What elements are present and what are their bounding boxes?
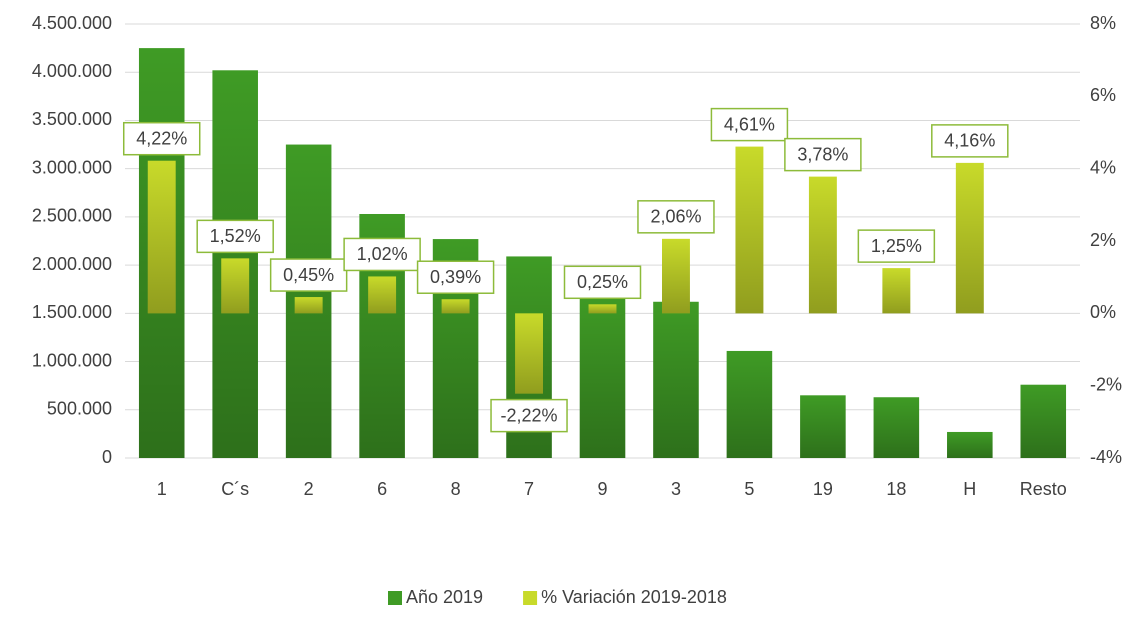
legend-swatch bbox=[388, 591, 402, 605]
y2-tick-label: -2% bbox=[1090, 374, 1122, 394]
bar-shade bbox=[441, 299, 470, 314]
x-tick-label: 7 bbox=[524, 479, 534, 499]
data-label-box bbox=[416, 260, 495, 294]
y-tick-label: 2.500.000 bbox=[32, 206, 112, 226]
y-tick-label: 3.000.000 bbox=[32, 157, 112, 177]
x-tick-label: 6 bbox=[377, 479, 387, 499]
legend-label: % Variación 2019-2018 bbox=[541, 587, 727, 607]
bar-shade bbox=[368, 276, 397, 314]
data-label-box bbox=[490, 398, 568, 433]
y2-tick-label: 4% bbox=[1090, 157, 1116, 177]
x-tick-label: 19 bbox=[813, 479, 833, 499]
bar-shade bbox=[662, 238, 690, 314]
data-label: 4,61% bbox=[724, 114, 775, 134]
data-label-box bbox=[269, 258, 348, 292]
y-tick-label: 1.500.000 bbox=[32, 302, 112, 322]
y-tick-label: 500.000 bbox=[47, 399, 112, 419]
y2-tick-label: 2% bbox=[1090, 230, 1116, 250]
data-label: 4,22% bbox=[136, 128, 187, 148]
bar-shade bbox=[579, 294, 626, 458]
bar-shade bbox=[221, 258, 250, 314]
x-tick-label: H bbox=[963, 479, 976, 499]
bar-shade bbox=[147, 160, 176, 314]
bar-shade bbox=[947, 431, 993, 458]
data-label: 0,45% bbox=[283, 265, 334, 285]
y2-tick-label: 6% bbox=[1090, 85, 1116, 105]
x-tick-label: 2 bbox=[304, 479, 314, 499]
y-tick-label: 4.500.000 bbox=[32, 13, 112, 33]
data-label: 1,25% bbox=[871, 236, 922, 256]
x-tick-label: 3 bbox=[671, 479, 681, 499]
legend-swatch bbox=[523, 591, 538, 605]
data-label: 1,02% bbox=[357, 244, 408, 264]
bar-shade bbox=[515, 313, 543, 394]
data-label-box bbox=[784, 137, 862, 172]
x-tick-label: 18 bbox=[886, 479, 906, 499]
legend-label: Año 2019 bbox=[406, 587, 483, 607]
x-tick-label: 5 bbox=[744, 479, 754, 499]
x-tick-label: C´s bbox=[221, 479, 249, 499]
y-tick-label: 1.000.000 bbox=[32, 350, 112, 370]
bar-shade bbox=[588, 304, 617, 314]
x-tick-label: Resto bbox=[1020, 479, 1067, 499]
bar-shade bbox=[735, 146, 764, 314]
bar-shade bbox=[873, 397, 920, 458]
bar-shade bbox=[726, 350, 773, 458]
x-tick-label: 9 bbox=[597, 479, 607, 499]
data-label-box bbox=[563, 265, 642, 300]
y2-tick-label: -4% bbox=[1090, 447, 1122, 467]
data-label: 0,39% bbox=[430, 267, 481, 287]
x-tick-label: 1 bbox=[157, 479, 167, 499]
y-tick-label: 2.000.000 bbox=[32, 254, 112, 274]
y-tick-label: 3.500.000 bbox=[32, 109, 112, 129]
bar-shade bbox=[808, 176, 837, 314]
bar-shade bbox=[1020, 384, 1067, 458]
data-label-box bbox=[931, 124, 1009, 158]
y2-tick-label: 8% bbox=[1090, 13, 1116, 33]
bar-shade bbox=[800, 395, 846, 458]
data-label-box bbox=[710, 107, 789, 142]
data-label: 3,78% bbox=[797, 144, 848, 164]
data-label: 0,25% bbox=[577, 272, 628, 292]
data-label: 2,06% bbox=[650, 207, 701, 227]
y-tick-label: 0 bbox=[102, 447, 112, 467]
data-label-box bbox=[122, 121, 201, 156]
y-tick-label: 4.000.000 bbox=[32, 61, 112, 81]
data-label: 1,52% bbox=[210, 226, 261, 246]
bar-shade bbox=[955, 162, 984, 314]
bar-shade bbox=[882, 268, 911, 314]
y2-tick-label: 0% bbox=[1090, 302, 1116, 322]
data-label-box bbox=[637, 200, 715, 234]
x-tick-label: 8 bbox=[451, 479, 461, 499]
data-label-box bbox=[343, 237, 421, 272]
data-label-box bbox=[857, 229, 936, 263]
data-label: 4,16% bbox=[944, 131, 995, 151]
data-label: -2,22% bbox=[501, 405, 558, 425]
bar-shade bbox=[653, 301, 699, 458]
data-label-box bbox=[196, 219, 274, 254]
legend: Año 2019 % Variación 2019-2018 bbox=[388, 587, 727, 607]
bar-shade bbox=[294, 297, 323, 314]
